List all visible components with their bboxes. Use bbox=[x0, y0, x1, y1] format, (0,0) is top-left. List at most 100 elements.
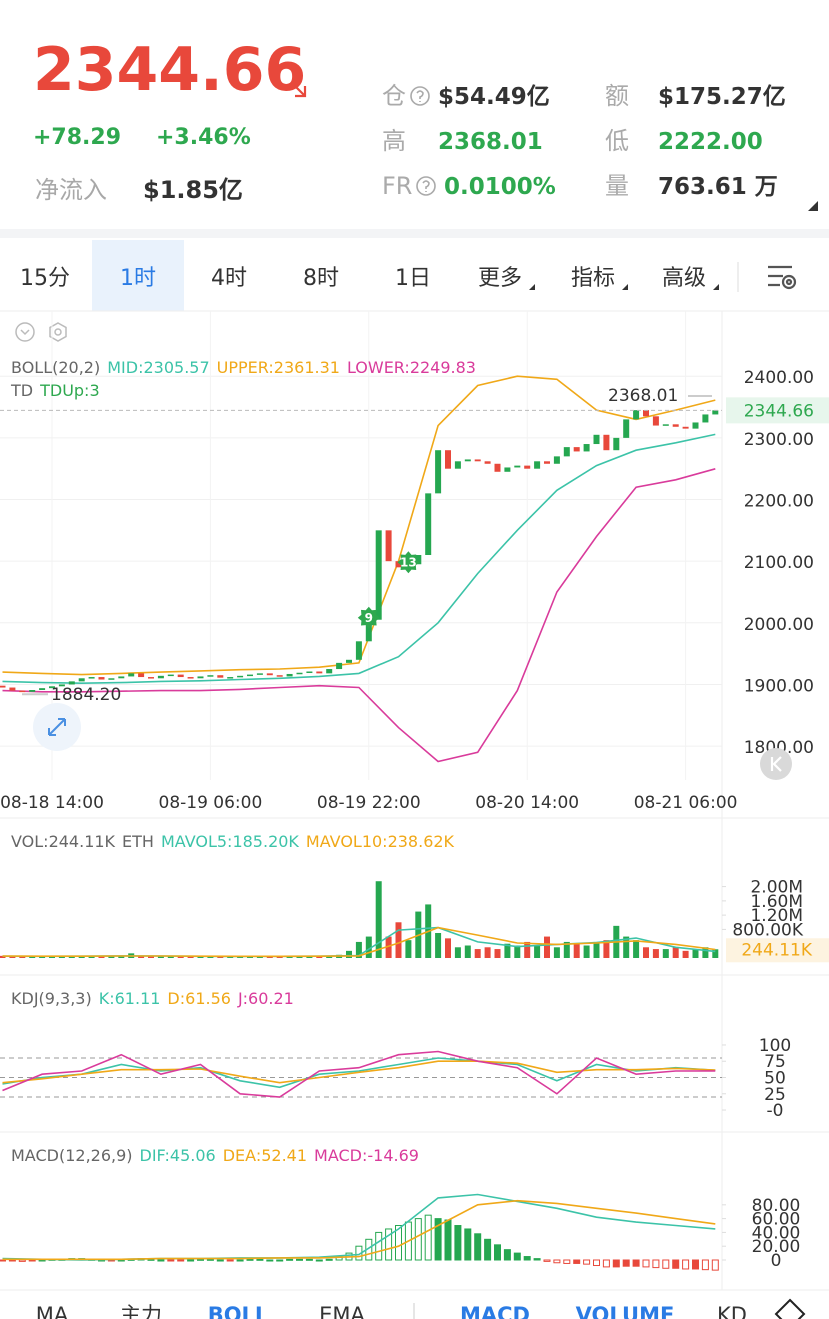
volume-bar bbox=[454, 947, 461, 958]
macd-bar bbox=[583, 1259, 591, 1265]
candle bbox=[355, 641, 362, 660]
macd-bar bbox=[226, 1259, 234, 1262]
tab[interactable]: 1日 bbox=[395, 266, 431, 291]
bottom-tab[interactable]: MA bbox=[36, 1303, 69, 1319]
macd-bar bbox=[553, 1259, 561, 1264]
volume-bar bbox=[573, 943, 580, 958]
volume-bar bbox=[464, 945, 471, 958]
volume-bar bbox=[365, 936, 372, 958]
volume-bar bbox=[88, 956, 95, 958]
volume-bar bbox=[435, 933, 442, 958]
volume-bar bbox=[445, 938, 451, 958]
macd-bar bbox=[28, 1259, 36, 1262]
candle bbox=[78, 678, 85, 682]
legend: MACD(12,26,9) bbox=[11, 1146, 133, 1165]
volume-bar bbox=[118, 956, 125, 958]
tab[interactable]: 指标 bbox=[571, 266, 615, 291]
tab[interactable]: 15分 bbox=[20, 266, 70, 291]
last-volume-tag bbox=[726, 938, 829, 963]
volume-bar bbox=[484, 947, 491, 958]
tab[interactable]: 8时 bbox=[303, 266, 339, 291]
y-tick-label: 50 bbox=[764, 1069, 786, 1089]
bottom-tab[interactable]: EMA bbox=[319, 1303, 365, 1319]
macd-bar bbox=[484, 1238, 492, 1261]
info-icon[interactable] bbox=[410, 86, 430, 106]
legend: VOL:244.11K bbox=[11, 832, 116, 851]
bottom-tab[interactable]: VOLUME bbox=[576, 1303, 675, 1319]
td-count: 13 bbox=[400, 556, 417, 570]
bottom-tab[interactable]: MACD bbox=[460, 1303, 530, 1319]
macd-bar bbox=[385, 1228, 393, 1261]
y-tick-label: 1.20M bbox=[750, 906, 803, 926]
y-tick-label: 60.00 bbox=[752, 1210, 801, 1230]
volume-bar bbox=[98, 956, 105, 958]
low-label: 1884.20 bbox=[51, 685, 121, 705]
candle bbox=[138, 673, 145, 678]
macd-bar bbox=[206, 1258, 214, 1261]
candle bbox=[9, 687, 16, 691]
macd-bar bbox=[454, 1225, 462, 1261]
volume-bar bbox=[167, 956, 174, 958]
tab[interactable]: 1时 bbox=[120, 266, 156, 291]
tab[interactable]: 更多 bbox=[478, 266, 522, 291]
candle bbox=[395, 561, 402, 568]
legend: K:61.11 bbox=[99, 989, 161, 1008]
settings-hex-icon[interactable] bbox=[49, 322, 67, 342]
legend: DEA:52.41 bbox=[223, 1146, 307, 1165]
stat-value: $175.27亿 bbox=[658, 84, 786, 110]
latest-icon bbox=[770, 756, 782, 772]
bottom-tab[interactable]: 主力 bbox=[120, 1303, 162, 1319]
macd-bar bbox=[632, 1259, 640, 1267]
volume-bar bbox=[593, 941, 600, 958]
candle bbox=[682, 426, 689, 429]
candle bbox=[29, 690, 36, 692]
legend: MAVOL5:185.20K bbox=[161, 832, 299, 851]
bottom-tab[interactable]: KD bbox=[717, 1303, 747, 1319]
volume-bar bbox=[514, 945, 521, 958]
net-inflow-label: 净流入 bbox=[35, 176, 107, 204]
x-tick-label: 08-18 14:00 bbox=[0, 793, 104, 813]
settings-icon[interactable] bbox=[768, 265, 797, 290]
volume-bar bbox=[148, 956, 154, 958]
tab[interactable]: 4时 bbox=[211, 266, 247, 291]
volume-bar bbox=[78, 956, 85, 958]
macd-bar bbox=[286, 1258, 294, 1261]
y-tick-label: 1.60M bbox=[750, 892, 803, 912]
candle bbox=[643, 410, 649, 417]
macd-bar bbox=[177, 1259, 185, 1262]
y-tick-label: 1800.00 bbox=[744, 738, 814, 758]
candle bbox=[68, 681, 75, 685]
bottom-tab[interactable]: BOLL bbox=[208, 1303, 269, 1319]
info-icon[interactable] bbox=[416, 176, 436, 196]
macd-bar bbox=[236, 1259, 244, 1262]
macd-bar bbox=[216, 1259, 224, 1262]
legend: J:60.21 bbox=[237, 989, 294, 1008]
macd-bar bbox=[593, 1259, 600, 1267]
legend: MAVOL10:238.62K bbox=[306, 832, 455, 851]
candle bbox=[365, 619, 372, 642]
latest-button[interactable] bbox=[760, 748, 792, 780]
bottom-tabs: MA 主力 BOLL EMA MACD VOLUME KD bbox=[36, 1303, 747, 1319]
candle bbox=[494, 463, 501, 472]
legend: MID:2305.57 bbox=[107, 358, 209, 377]
macd-bar bbox=[18, 1259, 26, 1262]
candle bbox=[662, 424, 669, 426]
collapse-icon[interactable] bbox=[15, 322, 35, 342]
volume-bar bbox=[682, 950, 689, 958]
macd-bar bbox=[444, 1219, 452, 1261]
td-count: 9 bbox=[365, 611, 373, 625]
tab[interactable]: 高级 bbox=[662, 266, 706, 291]
drawing-icon[interactable] bbox=[774, 1298, 806, 1319]
candle bbox=[692, 422, 699, 429]
macd-bar bbox=[672, 1259, 680, 1269]
fullscreen-icon bbox=[48, 718, 66, 736]
y-tick-label: 20.00 bbox=[752, 1237, 801, 1257]
change: +78.29 bbox=[33, 125, 121, 150]
td-badge bbox=[397, 551, 420, 574]
macd-bar bbox=[642, 1259, 650, 1268]
x-tick-label: 08-19 06:00 bbox=[159, 793, 263, 813]
candle bbox=[563, 447, 570, 457]
volume-bar bbox=[633, 940, 640, 958]
